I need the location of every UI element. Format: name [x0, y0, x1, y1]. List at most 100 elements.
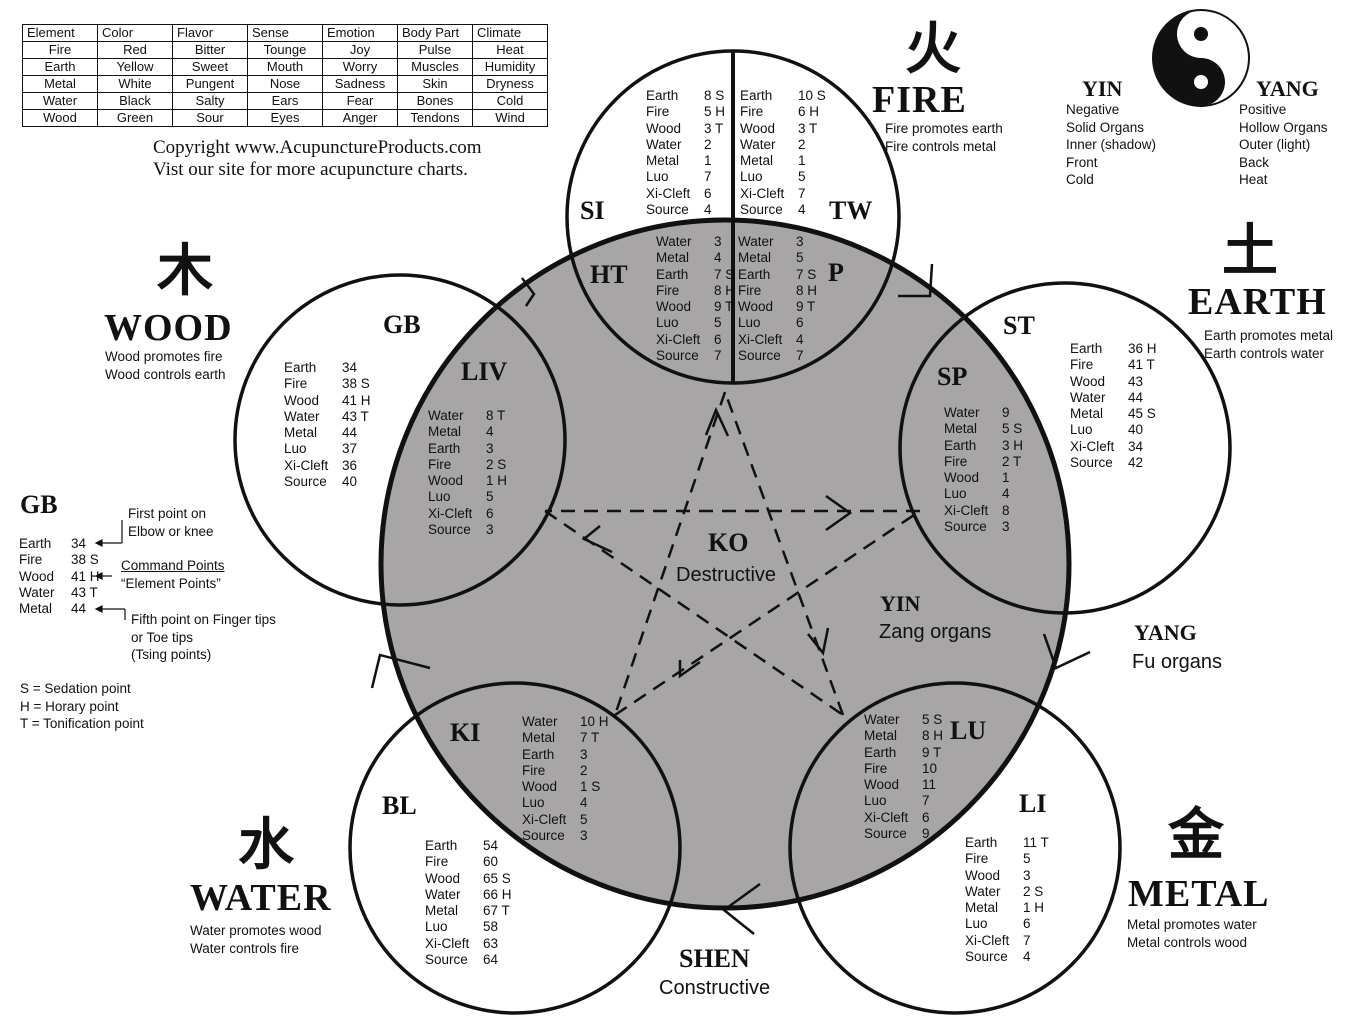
- column-header: Color: [97, 24, 173, 42]
- point-value: 10 S: [798, 88, 826, 103]
- list-item: Earth 10 S: [740, 88, 826, 104]
- point-value: 5: [796, 250, 804, 266]
- gb-note-fifth-point: Fifth point on Finger tips or Toe tips (…: [131, 611, 276, 664]
- point-value: 7 S: [796, 266, 817, 282]
- point-value: 1 S: [580, 779, 601, 795]
- table-row: Wood Green Sour Eyes Anger Tendons Wind: [22, 109, 548, 127]
- point-value: 6 H: [798, 104, 820, 120]
- water-title: WATER: [190, 877, 332, 919]
- list-item: Source 9: [864, 826, 943, 842]
- list-item: Metal 44: [284, 425, 371, 441]
- point-value: 2: [580, 762, 588, 778]
- list-item: Fire 5 H: [646, 104, 725, 120]
- point-name: Fire: [19, 552, 43, 568]
- metal-glyph: 金: [1168, 803, 1224, 868]
- point-name: Luo: [425, 919, 448, 935]
- table-cell: Pungent: [172, 75, 248, 93]
- organ-label-ht: HT: [590, 260, 628, 289]
- point-value: 40: [1128, 422, 1144, 438]
- point-name: Earth: [656, 266, 689, 282]
- list-item: Metal 5 S: [944, 421, 1023, 437]
- point-name: Source: [425, 952, 468, 968]
- point-value: 4: [798, 202, 806, 218]
- table-cell: Pulse: [397, 41, 473, 59]
- point-name: Water: [965, 883, 1001, 899]
- yin-item: Negative: [1066, 102, 1120, 117]
- list-item: Xi-Cleft 6: [428, 506, 507, 522]
- point-name: Fire: [740, 104, 764, 120]
- point-value: 5: [580, 811, 588, 827]
- point-value: 2 S: [1023, 883, 1044, 899]
- list-item: Fire 38 S: [19, 552, 100, 568]
- point-name: Luo: [965, 916, 988, 932]
- point-value: 3: [580, 746, 588, 762]
- point-value: 4: [796, 331, 804, 347]
- point-value: 41 T: [1128, 357, 1155, 373]
- list-item: Source 42: [1070, 455, 1157, 471]
- point-value: 4: [580, 795, 588, 811]
- fire-controls: Fire controls metal: [885, 138, 997, 154]
- point-value: 4: [704, 202, 712, 218]
- point-name: Source: [965, 949, 1008, 965]
- site-note-line: Vist our site for more acupuncture chart…: [153, 159, 468, 180]
- gb-point-list: Earth 34 Fire 38 S Wood 41 H Water 43 T Meta…: [284, 360, 371, 490]
- list-item: Water 3: [738, 234, 817, 250]
- column-header: Flavor: [172, 24, 248, 42]
- list-item: Xi-Cleft 8: [944, 503, 1023, 519]
- point-name: Source: [864, 826, 907, 842]
- table-cell: Eyes: [247, 109, 323, 127]
- point-value: 3: [580, 828, 588, 844]
- point-value: 4: [1023, 949, 1031, 965]
- point-value: 7: [1023, 932, 1031, 948]
- list-item: Luo 6: [965, 916, 1049, 932]
- gb-example-list: Earth 34 Fire 38 S Wood 41 H Water 43 T Meta…: [19, 536, 100, 617]
- wood-controls: Wood controls earth: [105, 366, 226, 382]
- point-name: Source: [284, 474, 327, 490]
- list-item: Source 3: [944, 519, 1023, 535]
- point-value: 8: [1002, 502, 1010, 518]
- yang-heading: YANG: [1256, 76, 1319, 101]
- table-cell: Yellow: [97, 58, 173, 76]
- table-cell: Metal: [22, 75, 98, 93]
- table-row: Earth Yellow Sweet Mouth Worry Muscles Humidit…: [22, 58, 548, 76]
- organ-label-li: LI: [1019, 789, 1047, 818]
- point-name: Xi-Cleft: [425, 935, 470, 951]
- list-item: Fire 38 S: [284, 376, 371, 392]
- point-value: 7 T: [580, 730, 600, 746]
- metal-controls: Metal controls wood: [1127, 934, 1248, 950]
- point-name: Fire: [284, 376, 308, 392]
- organ-label-p: P: [828, 258, 844, 287]
- list-item: Water 2: [740, 137, 826, 153]
- point-name: Metal: [738, 250, 772, 266]
- table-cell: Anger: [322, 109, 398, 127]
- bl-point-list: Earth 54 Fire 60 Wood 65 S Water 66 H Metal 6…: [425, 838, 512, 968]
- ko-sublabel: Destructive: [676, 564, 777, 586]
- point-value: 4: [1002, 486, 1010, 502]
- point-value: 64: [483, 952, 499, 968]
- wood-promotes: Wood promotes fire: [105, 349, 223, 364]
- wood-glyph: 木: [157, 239, 213, 304]
- list-item: Luo 4: [522, 795, 609, 811]
- point-value: 3: [1002, 519, 1010, 535]
- list-item: Xi-Cleft 34: [1070, 439, 1157, 455]
- table-cell: Mouth: [247, 58, 323, 76]
- point-name: Fire: [965, 851, 989, 867]
- water-circle: [348, 681, 682, 1015]
- list-item: Fire 2 T: [944, 454, 1023, 470]
- table-cell: Earth: [22, 58, 98, 76]
- point-value: 3: [1023, 867, 1031, 883]
- list-item: Water 10 H: [522, 714, 609, 730]
- point-name: Wood: [656, 299, 692, 315]
- point-value: 58: [483, 919, 499, 935]
- table-cell: Black: [97, 92, 173, 110]
- list-item: Fire 2: [522, 763, 609, 779]
- point-name: Earth: [428, 440, 461, 456]
- table-cell: White: [97, 75, 173, 93]
- point-name: Metal: [522, 730, 556, 746]
- gb-note-arrows: [94, 520, 126, 620]
- point-value: 5 S: [922, 712, 943, 727]
- note-line: “Element Points”: [121, 575, 221, 591]
- point-value: 1 H: [486, 473, 508, 489]
- sp-point-list: Water 9 Metal 5 S Earth 3 H Fire 2 T Wood 1 L…: [944, 405, 1023, 535]
